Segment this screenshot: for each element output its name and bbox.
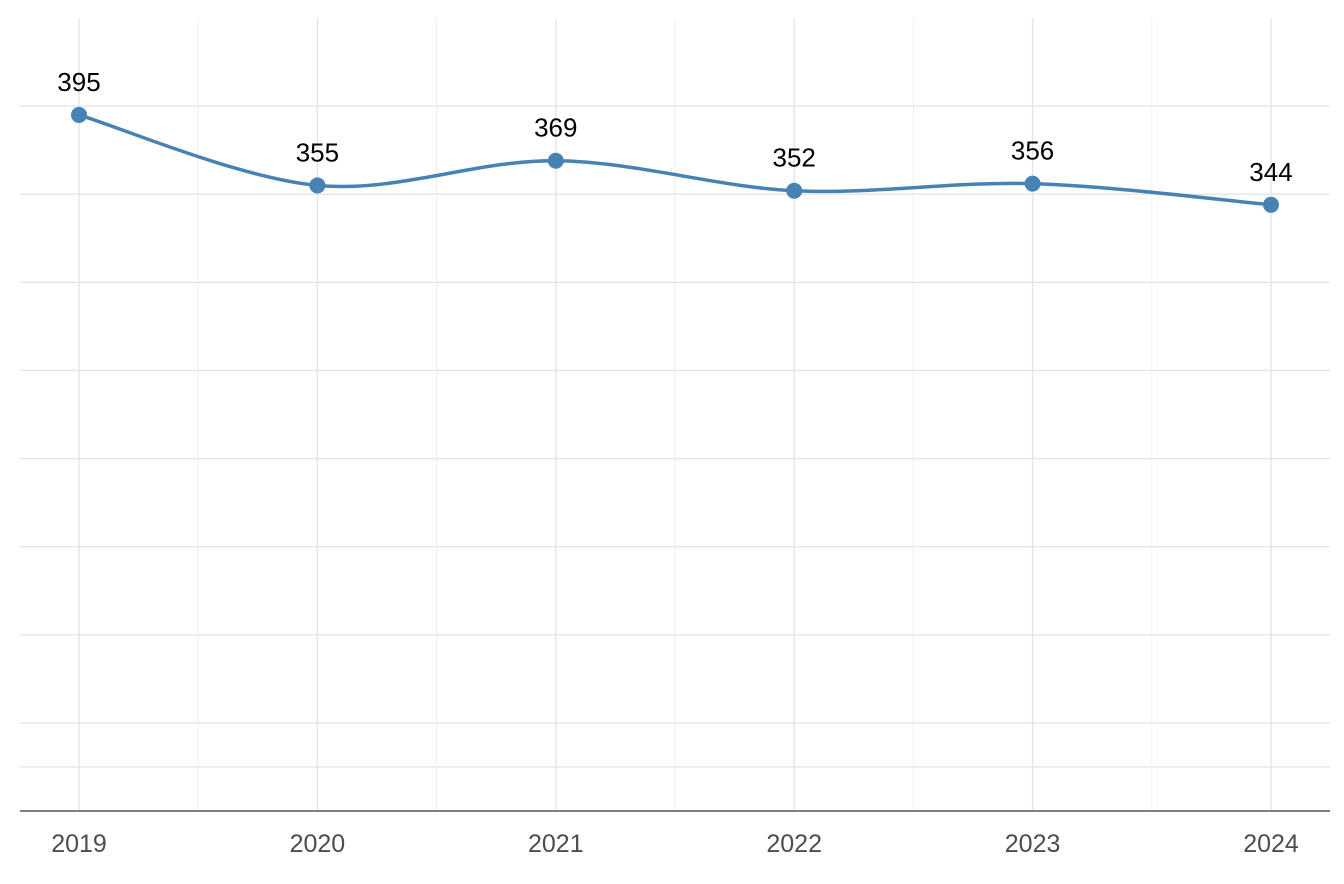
x-tick-label-2020: 2020 bbox=[290, 830, 346, 858]
data-label-layer: 395 355 369 352 356 344 bbox=[57, 67, 1292, 187]
data-point-2021 bbox=[547, 152, 564, 169]
data-point-2024 bbox=[1263, 196, 1279, 213]
data-point-2020 bbox=[309, 177, 326, 194]
data-point-2019 bbox=[71, 106, 87, 123]
series-line bbox=[77, 113, 1273, 207]
data-label-2024: 344 bbox=[1249, 157, 1292, 187]
data-label-2020: 355 bbox=[296, 137, 339, 167]
grid-layer bbox=[20, 18, 1330, 811]
data-label-2019: 395 bbox=[57, 67, 100, 97]
data-label-2022: 352 bbox=[773, 143, 816, 173]
series-layer bbox=[71, 106, 1279, 213]
x-tick-label-2022: 2022 bbox=[766, 830, 822, 858]
x-axis: 2019 2020 2021 2022 2023 2024 bbox=[20, 810, 1330, 858]
data-label-2021: 369 bbox=[534, 113, 577, 143]
x-tick-label-2019: 2019 bbox=[51, 830, 107, 858]
x-tick-label-2021: 2021 bbox=[528, 830, 584, 858]
data-label-2023: 356 bbox=[1011, 136, 1054, 166]
x-tick-label-2023: 2023 bbox=[1005, 830, 1061, 858]
data-point-2022 bbox=[786, 182, 803, 199]
data-point-2023 bbox=[1024, 175, 1041, 192]
x-tick-label-2024: 2024 bbox=[1243, 830, 1299, 858]
